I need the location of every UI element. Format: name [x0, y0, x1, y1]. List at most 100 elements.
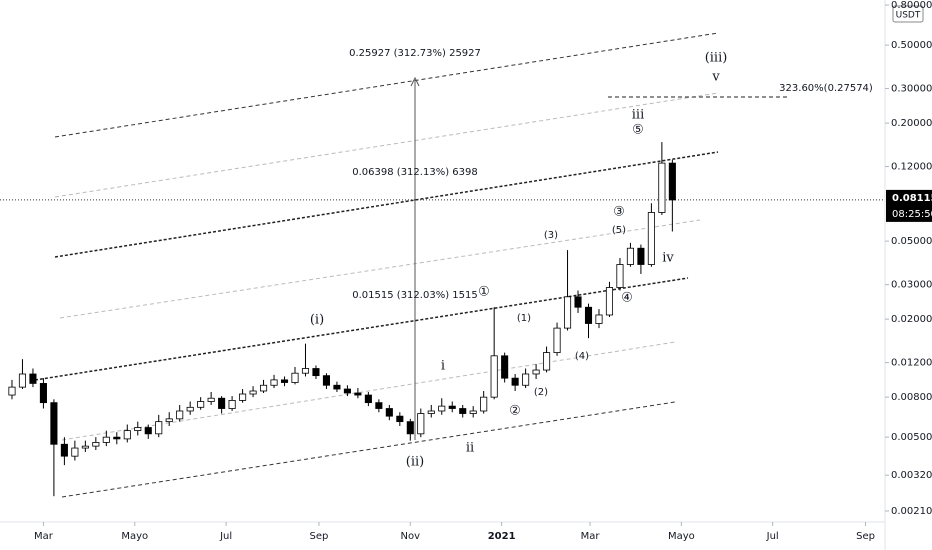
- annotation: ②: [509, 404, 521, 419]
- candle: [260, 379, 268, 393]
- candle-body: [291, 372, 299, 383]
- candle: [595, 309, 603, 329]
- unit: USDT: [896, 11, 921, 21]
- candle-body: [574, 296, 582, 308]
- candle-body: [480, 396, 488, 412]
- channel-line: [61, 401, 676, 498]
- candle: [144, 424, 152, 439]
- candle-body: [113, 436, 121, 440]
- candle: [480, 390, 488, 414]
- candle: [375, 399, 383, 413]
- candle: [459, 404, 467, 418]
- candle: [532, 364, 540, 380]
- candle: [438, 398, 446, 415]
- countdown: 08:25:50: [892, 209, 932, 220]
- candle: [71, 440, 79, 461]
- y-tick-label: 0.30000: [891, 84, 932, 95]
- candle: [668, 159, 676, 232]
- candle: [60, 437, 68, 466]
- annotation: (ii): [406, 455, 424, 470]
- candle-body: [39, 383, 47, 404]
- candle-body: [102, 436, 110, 443]
- candle: [322, 373, 330, 390]
- annotation: ①: [478, 285, 490, 300]
- candle: [406, 418, 414, 441]
- candle-body: [165, 418, 173, 423]
- candle-body: [364, 394, 372, 404]
- y-tick-label: 0.12000: [891, 162, 932, 173]
- candle-body: [343, 388, 351, 394]
- candle-body: [144, 427, 152, 435]
- x-tick-label: 2021: [488, 531, 516, 542]
- candle-body: [396, 415, 404, 423]
- y-tick-label: 0.02000: [891, 314, 932, 325]
- candle: [333, 381, 341, 392]
- unit-box: [892, 5, 924, 23]
- candle: [197, 397, 205, 410]
- candle-body: [563, 296, 572, 329]
- candle-body: [490, 355, 498, 398]
- channel-line: [61, 341, 676, 441]
- channel-line: [34, 277, 689, 381]
- candle: [574, 290, 582, 313]
- candle-body: [417, 413, 425, 435]
- annotation: (3): [544, 230, 558, 241]
- candle-body: [134, 427, 142, 432]
- annotation: 323.60%(0.27574): [779, 83, 873, 94]
- y-tick-label: 0.03000: [891, 280, 932, 291]
- annotation: (2): [534, 387, 548, 398]
- annotation: 0.01515 (312.03%) 1515: [352, 290, 477, 301]
- candle-body: [616, 264, 624, 288]
- candle-body: [228, 400, 236, 409]
- annotation: ④: [621, 291, 633, 306]
- y-tick-label: 0.80000: [891, 0, 932, 11]
- last-price: 0.08115: [892, 193, 932, 204]
- candle: [39, 378, 47, 409]
- candle: [228, 396, 236, 411]
- candle: [584, 303, 593, 339]
- candle: [354, 388, 362, 399]
- candle: [364, 391, 372, 407]
- annotation: v: [711, 70, 720, 85]
- candle-body: [8, 386, 16, 396]
- candle-body: [584, 306, 593, 324]
- candle: [637, 244, 645, 274]
- candle: [113, 432, 121, 445]
- x-tick-label: Nov: [401, 531, 421, 542]
- x-tick-label: Mayo: [668, 531, 695, 542]
- candle-body: [176, 410, 184, 420]
- candle-body: [249, 390, 257, 395]
- candle: [165, 412, 173, 427]
- candle: [501, 352, 509, 383]
- candle-body: [626, 247, 634, 265]
- candle-body: [18, 373, 27, 388]
- annotation: ③: [613, 205, 625, 220]
- candle-body: [301, 368, 310, 374]
- candle-body: [270, 379, 278, 386]
- candle: [417, 408, 425, 438]
- annotation: iv: [662, 251, 674, 266]
- y-tick-label: 0.00500: [891, 432, 932, 443]
- candle: [218, 396, 226, 414]
- price-box: [886, 189, 932, 222]
- x-tick-label: Jul: [766, 531, 779, 542]
- candle: [270, 374, 278, 389]
- annotation: ii: [466, 441, 474, 456]
- candle-body: [448, 405, 456, 409]
- candle: [605, 281, 614, 318]
- candle: [280, 376, 289, 387]
- candle: [134, 421, 142, 436]
- candle: [522, 368, 530, 389]
- candle: [176, 404, 184, 422]
- candle-body: [427, 410, 435, 414]
- candle-body: [375, 402, 383, 409]
- candle: [249, 386, 257, 398]
- channel-line: [54, 92, 719, 198]
- channel-lines: [0, 32, 885, 498]
- annotation: (5): [612, 225, 626, 236]
- candle-body: [522, 373, 530, 386]
- candle-body: [511, 377, 519, 386]
- annotation: iii: [632, 108, 644, 123]
- candle-body: [60, 443, 68, 457]
